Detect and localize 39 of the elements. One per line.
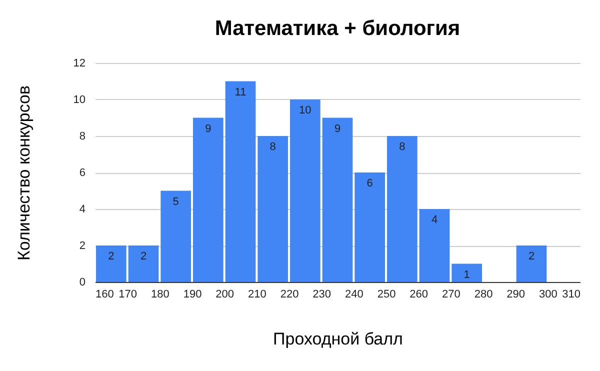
x-axis-title: Проходной балл [273, 330, 403, 348]
y-axis-title: Количество конкурсов [14, 85, 34, 261]
x-tick-label: 190 [183, 288, 202, 300]
data-label: 2 [528, 250, 535, 262]
y-tick-label: 8 [79, 130, 86, 142]
x-tick-label: 280 [474, 288, 493, 300]
x-tick-label: 180 [150, 288, 170, 300]
data-label: 9 [205, 122, 212, 135]
x-tick-label: 310 [562, 288, 580, 300]
y-tick-label: 2 [79, 240, 86, 252]
x-tick-label: 240 [344, 288, 364, 300]
y-tick-label: 10 [73, 94, 86, 106]
chart-title: Математика + биология [214, 17, 460, 40]
x-tick-label: 170 [118, 288, 138, 300]
y-tick-label: 4 [79, 204, 86, 216]
x-tick-label: 290 [506, 288, 526, 300]
x-tick-label: 160 [96, 288, 114, 300]
y-tick-label: 6 [79, 167, 86, 179]
x-tick-label: 300 [538, 288, 558, 300]
data-label: 11 [234, 86, 246, 98]
data-label: 2 [108, 250, 114, 262]
y-tick-label: 0 [79, 276, 86, 288]
y-tick-label: 12 [73, 58, 86, 70]
x-tick-label: 220 [280, 288, 299, 300]
data-label: 4 [431, 214, 438, 226]
data-label: 1 [464, 268, 470, 281]
x-tick-label: 270 [442, 288, 460, 300]
x-tick-label: 210 [248, 288, 266, 300]
data-label: 8 [270, 141, 276, 153]
x-tick-label: 230 [312, 288, 332, 300]
data-label: 2 [140, 250, 147, 262]
x-tick-label: 200 [216, 288, 234, 300]
data-label: 10 [299, 104, 312, 116]
data-label: 5 [172, 196, 179, 208]
data-label: 8 [399, 141, 406, 153]
data-label: 9 [334, 122, 341, 135]
x-tick-label: 250 [377, 288, 396, 300]
data-label: 6 [366, 178, 373, 190]
x-tick-label: 260 [410, 288, 428, 300]
